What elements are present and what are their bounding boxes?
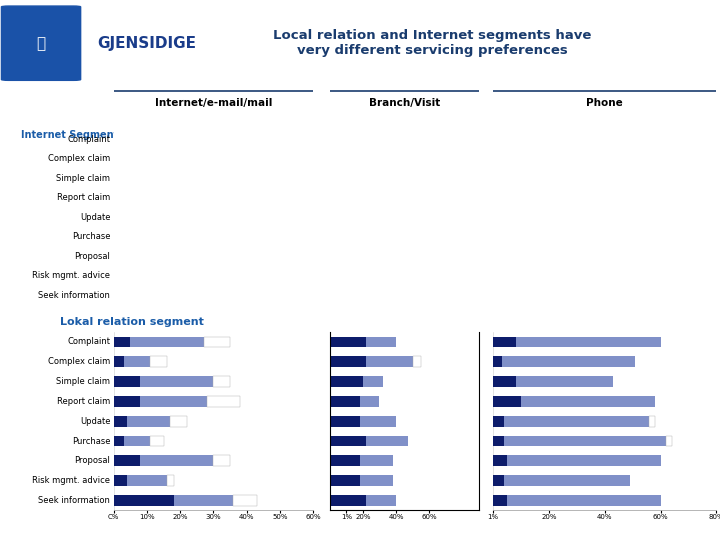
Text: Internet/e-mail/mail: Internet/e-mail/mail <box>155 98 272 107</box>
Bar <box>330 436 366 447</box>
Text: 🧍: 🧍 <box>37 36 45 51</box>
Bar <box>114 376 140 387</box>
Text: Purchase: Purchase <box>72 436 110 446</box>
Text: Phone: Phone <box>586 98 624 107</box>
Bar <box>233 495 257 506</box>
Text: Simple claim: Simple claim <box>56 377 110 386</box>
Text: Branch/Visit: Branch/Visit <box>369 98 440 107</box>
Text: Risk mgmt. advice: Risk mgmt. advice <box>32 476 110 485</box>
Bar <box>366 436 408 447</box>
Text: Proposal: Proposal <box>74 252 110 261</box>
Bar <box>127 416 170 427</box>
Bar <box>493 436 504 447</box>
Text: Update: Update <box>80 417 110 426</box>
Bar <box>214 376 230 387</box>
Text: Seek information: Seek information <box>38 496 110 505</box>
Bar <box>114 436 124 447</box>
Text: Update: Update <box>80 213 110 222</box>
Bar <box>366 356 413 367</box>
Bar <box>170 416 187 427</box>
Bar <box>330 475 359 486</box>
Text: Local relation and Internet segments have
very different servicing preferences: Local relation and Internet segments hav… <box>273 29 591 57</box>
Text: Complaint: Complaint <box>68 338 110 347</box>
Bar <box>493 455 507 466</box>
Text: Risk mgmt. advice: Risk mgmt. advice <box>32 271 110 280</box>
Bar <box>516 376 613 387</box>
Bar <box>150 436 163 447</box>
FancyBboxPatch shape <box>1 6 81 80</box>
Bar <box>167 475 174 486</box>
Bar <box>493 475 504 486</box>
Bar <box>366 336 396 347</box>
Bar <box>507 495 661 506</box>
Bar <box>140 376 214 387</box>
Bar <box>649 416 655 427</box>
Bar <box>359 416 396 427</box>
Text: Seek information: Seek information <box>38 291 110 300</box>
Text: Complex claim: Complex claim <box>48 357 110 366</box>
Bar <box>130 336 204 347</box>
Bar <box>330 455 359 466</box>
Bar <box>124 356 150 367</box>
Bar <box>330 336 366 347</box>
Bar <box>214 455 230 466</box>
Bar <box>124 436 150 447</box>
Bar <box>502 356 636 367</box>
Text: GJENSIDIGE: GJENSIDIGE <box>97 36 196 51</box>
Bar <box>413 356 420 367</box>
Bar <box>666 436 672 447</box>
Bar <box>504 416 649 427</box>
Bar <box>150 356 167 367</box>
Bar <box>366 495 396 506</box>
Bar <box>330 376 363 387</box>
Text: Report claim: Report claim <box>57 397 110 406</box>
Bar <box>359 396 379 407</box>
Bar <box>504 475 630 486</box>
Text: Lokal relation segment: Lokal relation segment <box>60 317 204 327</box>
Bar <box>114 455 140 466</box>
Bar <box>493 495 507 506</box>
Bar <box>493 396 521 407</box>
Bar <box>114 475 127 486</box>
Bar <box>207 396 240 407</box>
Text: Complex claim: Complex claim <box>48 154 110 163</box>
Bar <box>493 416 504 427</box>
Bar <box>359 475 392 486</box>
Bar <box>127 475 167 486</box>
Bar <box>174 495 233 506</box>
Bar <box>359 455 392 466</box>
Bar <box>516 336 660 347</box>
Bar <box>114 396 140 407</box>
Bar <box>493 356 502 367</box>
Bar <box>507 455 661 466</box>
Bar <box>114 336 130 347</box>
Bar <box>521 396 655 407</box>
Bar <box>330 416 359 427</box>
Bar <box>330 495 366 506</box>
Bar <box>330 396 359 407</box>
Bar <box>114 416 127 427</box>
Bar <box>493 376 516 387</box>
Text: Simple claim: Simple claim <box>56 174 110 183</box>
Text: Proposal: Proposal <box>74 456 110 465</box>
Bar <box>204 336 230 347</box>
Bar <box>504 436 666 447</box>
Text: Internet Segment: Internet Segment <box>22 130 119 140</box>
Bar <box>330 356 366 367</box>
Bar <box>140 396 207 407</box>
Text: Complaint: Complaint <box>68 135 110 144</box>
Text: Purchase: Purchase <box>72 232 110 241</box>
Bar <box>114 356 124 367</box>
Bar <box>140 455 214 466</box>
Bar <box>363 376 383 387</box>
Bar <box>114 495 174 506</box>
Text: Report claim: Report claim <box>57 193 110 202</box>
Bar <box>493 336 516 347</box>
